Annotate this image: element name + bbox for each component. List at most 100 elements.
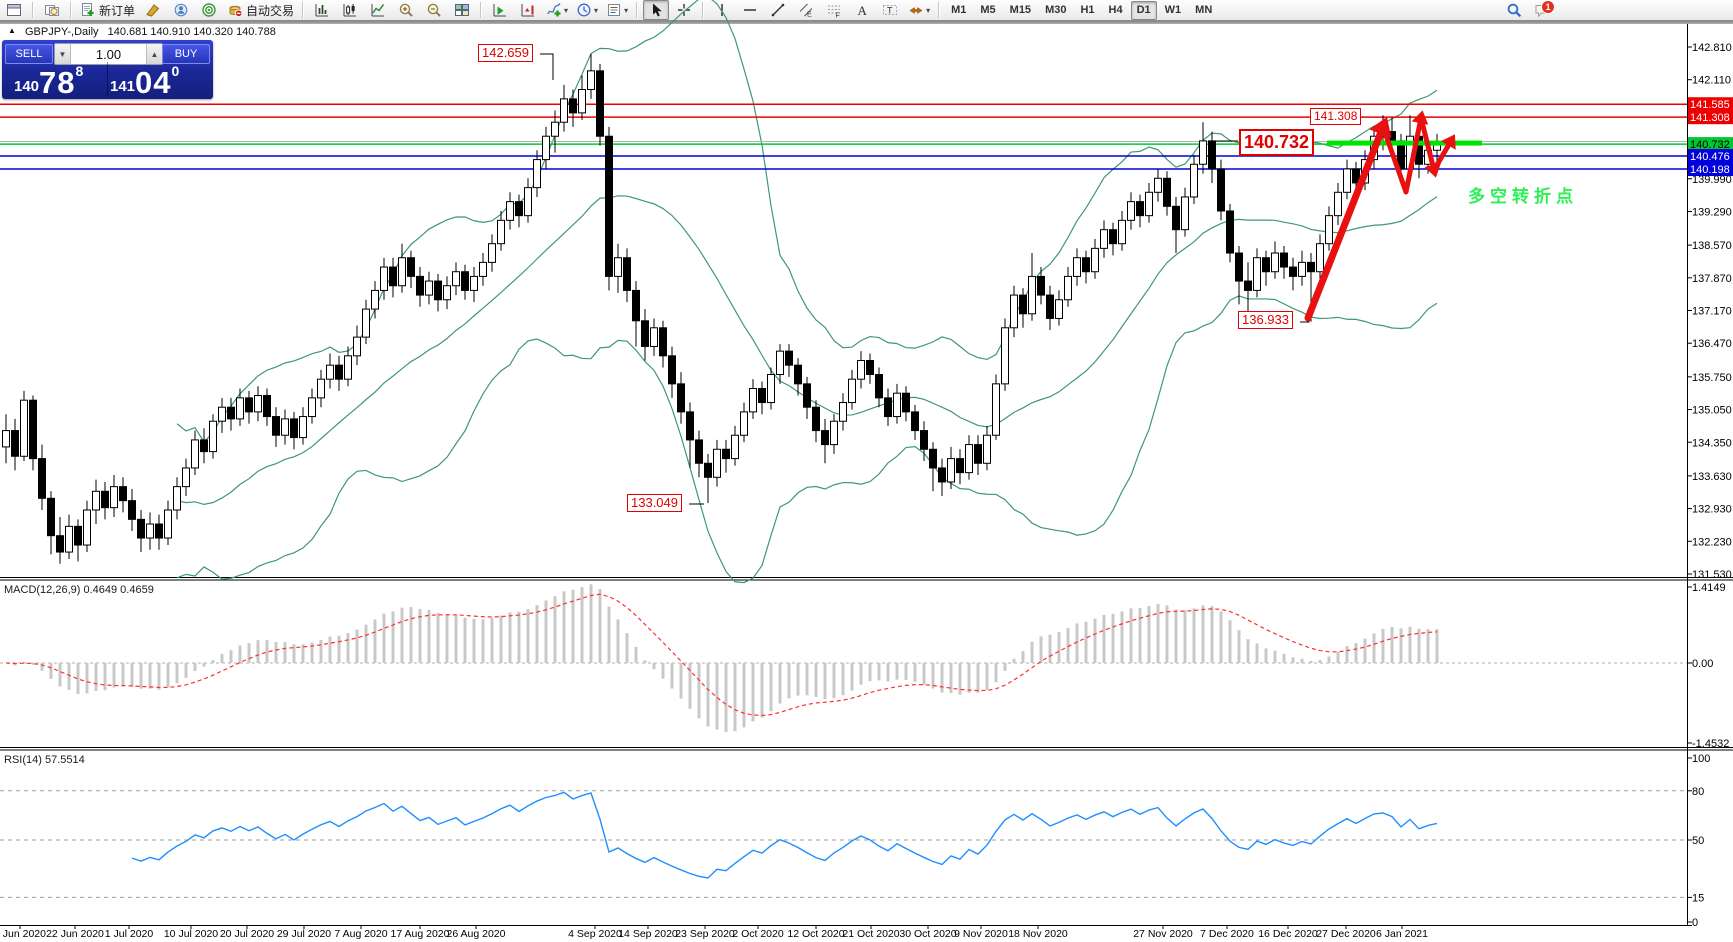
candle-body [1217, 168, 1225, 212]
autotrading-button[interactable]: 自动交易 [224, 0, 297, 20]
search-icon[interactable] [1501, 0, 1527, 20]
arrows-icon [909, 7, 923, 14]
candle-body [722, 448, 730, 460]
candle-body [794, 364, 802, 385]
date-tick-label: 1 Jul 2020 [105, 928, 154, 940]
timeframe-h4-button[interactable]: H4 [1108, 4, 1123, 16]
arrows-icon-dropdown[interactable]: ▾ [926, 5, 931, 15]
expert-advisors-icon[interactable] [140, 0, 166, 20]
arrows-icon[interactable]: ▾ [905, 0, 933, 20]
candle-body [1073, 257, 1081, 277]
text-label-icon[interactable]: T [877, 0, 903, 20]
candle-body [1334, 191, 1342, 217]
trendline-icon[interactable] [765, 0, 791, 20]
sell-button[interactable]: SELL [5, 44, 53, 64]
candle-body [533, 159, 541, 189]
candle-body [866, 359, 874, 376]
candle-body [713, 448, 721, 478]
candle-body [443, 285, 451, 301]
new-order-button[interactable]: 新订单 [77, 0, 138, 20]
bar-chart-icon[interactable] [309, 0, 335, 20]
date-tick-label: 14 Sep 2020 [618, 928, 678, 940]
vertical-line-icon[interactable] [709, 0, 735, 20]
crosshair-icon [678, 4, 691, 16]
price-tick: 131.530 [1692, 569, 1732, 581]
sell-price[interactable]: 140 78 8 [14, 63, 84, 100]
buy-price[interactable]: 141 04 0 [110, 63, 180, 100]
text-label-icon: T [883, 5, 898, 16]
date-tick-label: 7 Aug 2020 [334, 928, 387, 940]
templates-icon[interactable]: ▾ [603, 0, 631, 20]
scripts-icon[interactable] [168, 0, 194, 20]
price-tick: 134.350 [1692, 437, 1732, 449]
candle-body [56, 535, 64, 553]
candle-body [308, 397, 316, 418]
equidistant-channel-icon[interactable]: E [793, 0, 819, 20]
timeframe-mn-button[interactable]: MN [1195, 4, 1213, 16]
candle-body [479, 261, 487, 277]
toolbar-group-separator [702, 2, 705, 18]
timeframe-d1-button[interactable]: D1 [1130, 0, 1157, 20]
templates-icon-dropdown[interactable]: ▾ [624, 5, 629, 15]
zoom-in-icon[interactable] [393, 0, 419, 20]
candle-body [1109, 229, 1117, 245]
indicators-icon[interactable]: ▾ [543, 0, 571, 20]
cursor-icon[interactable] [643, 0, 670, 20]
candle-body [587, 70, 595, 91]
periods-icon[interactable]: ▾ [573, 0, 601, 20]
indicators-icon-dropdown[interactable]: ▾ [564, 5, 569, 15]
collapse-triangle-icon[interactable]: ▲ [8, 26, 16, 35]
date-tick-label: 29 Jul 2020 [277, 928, 331, 940]
candlestick-chart-icon[interactable] [337, 0, 363, 20]
macd-signal-line [5, 593, 1438, 717]
candle-body [542, 135, 550, 161]
tile-windows-icon[interactable] [449, 0, 475, 20]
timeframe-m1-button[interactable]: M1 [951, 4, 967, 16]
buy-button[interactable]: BUY [162, 44, 210, 64]
date-tick-label: 30 Oct 2020 [899, 928, 956, 940]
price-tick: 139.290 [1692, 206, 1732, 218]
timeframe-w1-button[interactable]: W1 [1164, 4, 1182, 16]
profiles-icon[interactable] [39, 0, 65, 20]
auto-scroll-icon[interactable] [487, 0, 513, 20]
periods-icon-dropdown[interactable]: ▾ [594, 5, 599, 15]
timeframe-m30-button[interactable]: M30 [1045, 4, 1067, 16]
candle-body [938, 467, 946, 483]
candle-body [992, 383, 1000, 436]
candle-body [1091, 247, 1099, 273]
volume-input[interactable]: 1.00 [95, 46, 122, 62]
candle-body [389, 266, 397, 287]
date-tick-label: 16 Dec 2020 [1258, 928, 1318, 940]
chinese-note: 多空转折点 [1468, 187, 1578, 206]
price-annotation-133.049: 133.049 [627, 494, 682, 513]
candle-body [434, 280, 442, 301]
zoom-out-icon[interactable] [421, 0, 447, 20]
crosshair-icon[interactable] [671, 0, 697, 20]
volume-down-button[interactable]: ▼ [55, 44, 71, 64]
timeframe-m15-button[interactable]: M15 [1009, 4, 1032, 16]
timeframe-m5-button[interactable]: M5 [980, 4, 996, 16]
horizontal-line-icon[interactable] [737, 0, 763, 20]
candle-body [92, 490, 100, 511]
candle-body [515, 201, 523, 217]
fibonacci-icon[interactable]: F [821, 0, 847, 20]
candle-body [911, 411, 919, 432]
candle-body [524, 187, 532, 217]
volume-up-button[interactable]: ▲ [146, 44, 162, 64]
date-tick-label: 4 Sep 2020 [568, 928, 622, 940]
chart-shift-icon[interactable] [515, 0, 541, 20]
candle-body [290, 418, 298, 439]
candle-body [83, 509, 91, 546]
candle-body [1307, 261, 1315, 273]
timeframe-h1-button[interactable]: H1 [1080, 4, 1095, 16]
price-badge-label: 141.308 [1690, 112, 1730, 124]
candle-body [1154, 177, 1162, 193]
candle-body [209, 420, 217, 453]
text-icon[interactable]: A [849, 0, 875, 20]
line-chart-icon[interactable] [365, 0, 391, 20]
new-chart-icon[interactable] [1, 0, 27, 20]
signals-icon[interactable] [196, 0, 222, 20]
candle-body [812, 406, 820, 432]
candle-body [353, 336, 361, 357]
